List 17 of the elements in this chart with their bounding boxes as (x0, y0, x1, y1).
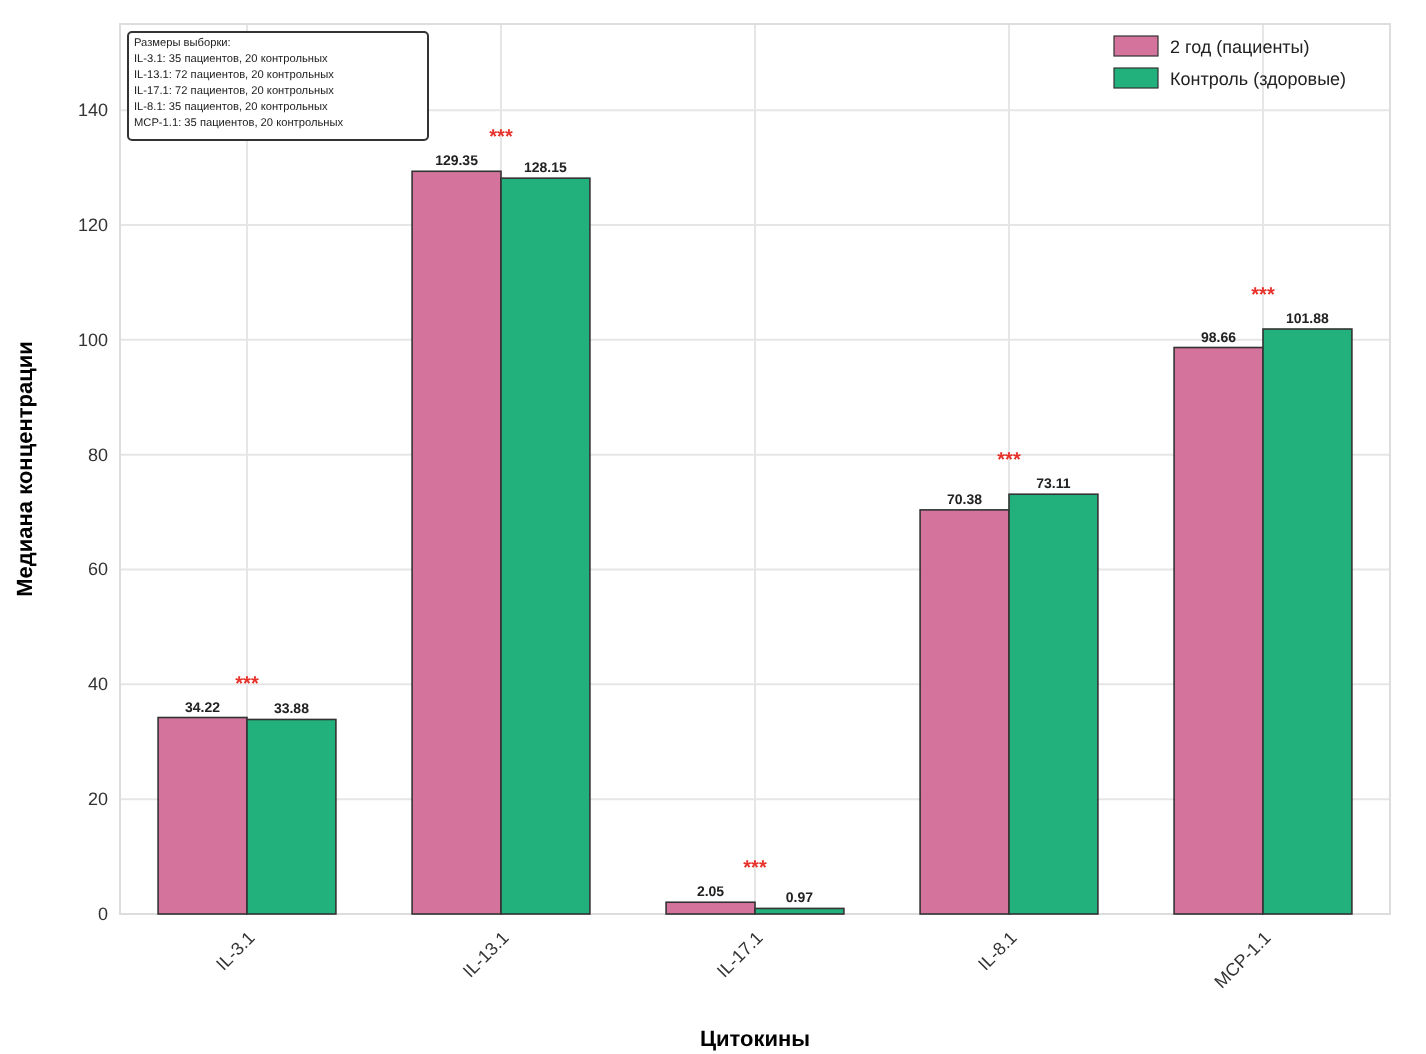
x-axis-title: Цитокины (699, 1028, 811, 1052)
annotation: *** (743, 858, 767, 881)
y-tick-label: 20 (87, 789, 108, 810)
annotation: *** (235, 673, 259, 696)
y-tick-label: 40 (87, 674, 108, 695)
y-tick-label: 100 (77, 329, 108, 350)
y-tick-label: 80 (87, 444, 108, 465)
legend-label: 2 год (пациенты) (1170, 37, 1310, 57)
y-tick-label: 0 (97, 904, 108, 924)
y-tick-label: 140 (77, 100, 108, 121)
y-tick-label: 60 (87, 559, 108, 580)
y-tick-label: 120 (77, 214, 108, 235)
y-axis-title: Медиана концентрации (14, 341, 38, 597)
annotation: *** (489, 127, 513, 150)
annotation: *** (1251, 285, 1275, 308)
annotation: *** (997, 450, 1021, 473)
legend-label: Контроль (здоровые) (1170, 69, 1347, 89)
